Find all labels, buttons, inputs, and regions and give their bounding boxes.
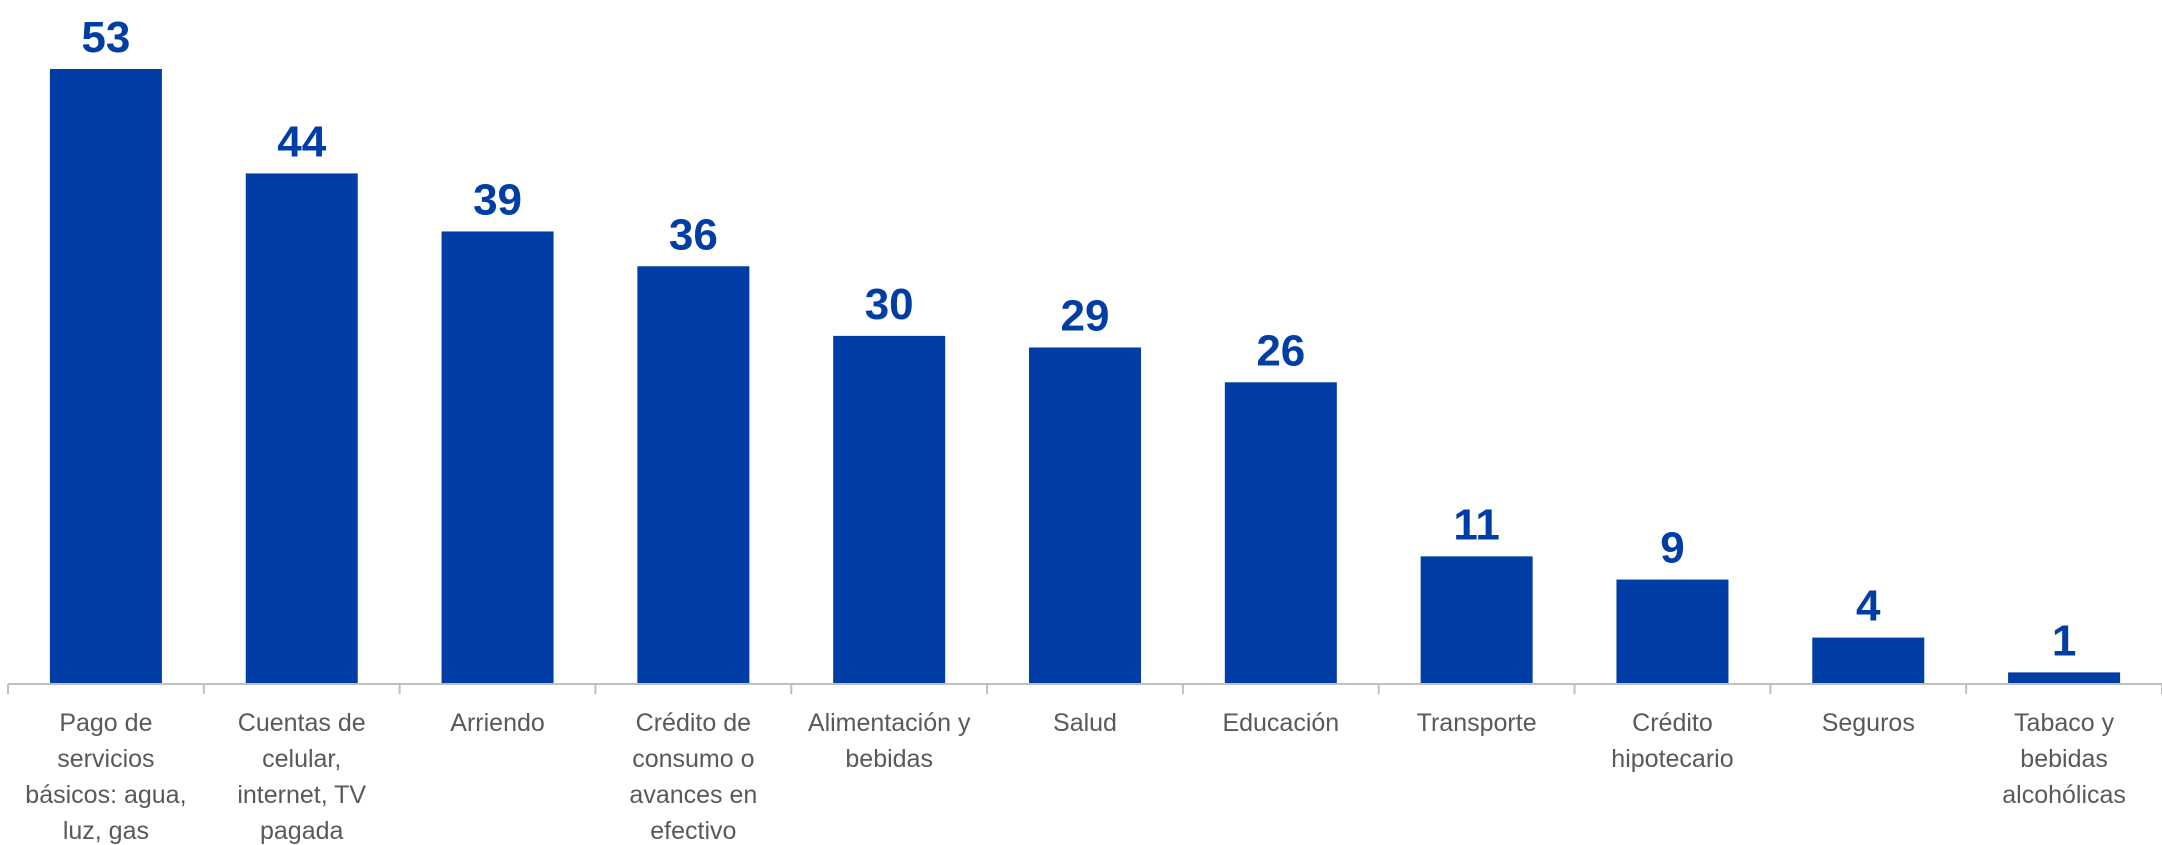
x-axis bbox=[7, 683, 2162, 694]
category-label-line: internet, TV bbox=[237, 781, 366, 809]
category-label-line: Seguros bbox=[1822, 709, 1915, 737]
bar-value-label: 1 bbox=[2052, 616, 2076, 665]
category-labels-layer: Pago de servicios básicos: agua, luz, gas Cu… bbox=[25, 709, 2126, 845]
category-tick-label: Tabaco y bebidas alcohólicas bbox=[2002, 709, 2126, 809]
category-label-line: Crédito de bbox=[636, 709, 751, 737]
bar bbox=[1812, 637, 1925, 684]
bar bbox=[1224, 382, 1337, 684]
category-label-line: Cuentas de bbox=[238, 709, 366, 737]
category-label-line: luz, gas bbox=[63, 817, 149, 845]
category-tick-label: Alimentación y bebidas bbox=[808, 709, 971, 773]
bars-layer bbox=[49, 69, 2121, 685]
bar-value-label: 11 bbox=[1453, 500, 1500, 549]
category-label-line: alcohólicas bbox=[2002, 781, 2126, 809]
category-label-line: celular, bbox=[262, 745, 341, 773]
bar-value-label: 26 bbox=[1256, 326, 1305, 375]
category-tick-label: Cuentas de celular, internet, TV pagada bbox=[237, 709, 366, 845]
category-label-line: bebidas bbox=[845, 745, 933, 773]
category-tick-label: Transporte bbox=[1417, 709, 1537, 737]
category-label-line: Crédito bbox=[1632, 709, 1713, 737]
bar bbox=[833, 335, 946, 684]
category-label-line: Educación bbox=[1222, 709, 1339, 737]
category-label-line: Alimentación y bbox=[808, 709, 971, 737]
bar-value-label: 36 bbox=[669, 210, 718, 259]
bar bbox=[2008, 672, 2121, 684]
bar-value-label: 9 bbox=[1660, 524, 1684, 573]
bar bbox=[49, 69, 162, 684]
value-labels-layer: 53 44 39 36 30 29 26 11 9 4 1 bbox=[81, 13, 2076, 665]
category-tick-label: Crédito hipotecario bbox=[1611, 709, 1733, 773]
bar bbox=[1029, 347, 1141, 684]
category-tick-label: Arriendo bbox=[450, 709, 545, 737]
category-tick-label: Salud bbox=[1053, 709, 1117, 737]
category-label-line: hipotecario bbox=[1611, 745, 1733, 773]
bar-value-label: 29 bbox=[1061, 291, 1110, 340]
category-label-line: básicos: agua, bbox=[25, 781, 186, 809]
category-label-line: Pago de bbox=[59, 709, 152, 737]
category-label-line: avances en bbox=[629, 781, 757, 809]
category-label-line: Tabaco y bbox=[2014, 709, 2115, 737]
category-tick-label: Pago de servicios básicos: agua, luz, gas bbox=[25, 709, 186, 845]
bar bbox=[637, 266, 750, 684]
category-label-line: Transporte bbox=[1417, 709, 1537, 737]
bar-value-label: 53 bbox=[81, 13, 130, 62]
bar bbox=[441, 231, 554, 685]
bar-value-label: 4 bbox=[1856, 582, 1881, 631]
category-label-line: bebidas bbox=[2020, 745, 2108, 773]
category-tick-label: Educación bbox=[1222, 709, 1339, 737]
bar bbox=[245, 173, 358, 684]
bar bbox=[1616, 579, 1729, 684]
bar-value-label: 44 bbox=[277, 117, 326, 166]
category-label-line: efectivo bbox=[650, 817, 736, 845]
bar-value-label: 39 bbox=[473, 175, 522, 224]
category-label-line: servicios bbox=[57, 745, 154, 773]
category-label-line: Arriendo bbox=[450, 709, 545, 737]
category-label-line: Salud bbox=[1053, 709, 1117, 737]
category-tick-label: Seguros bbox=[1822, 709, 1915, 737]
category-tick-label: Crédito de consumo o avances en efectivo bbox=[629, 709, 757, 845]
category-label-line: consumo o bbox=[632, 745, 754, 773]
category-label-line: pagada bbox=[260, 817, 344, 845]
bar-value-label: 30 bbox=[865, 280, 914, 329]
bar bbox=[1420, 556, 1533, 684]
